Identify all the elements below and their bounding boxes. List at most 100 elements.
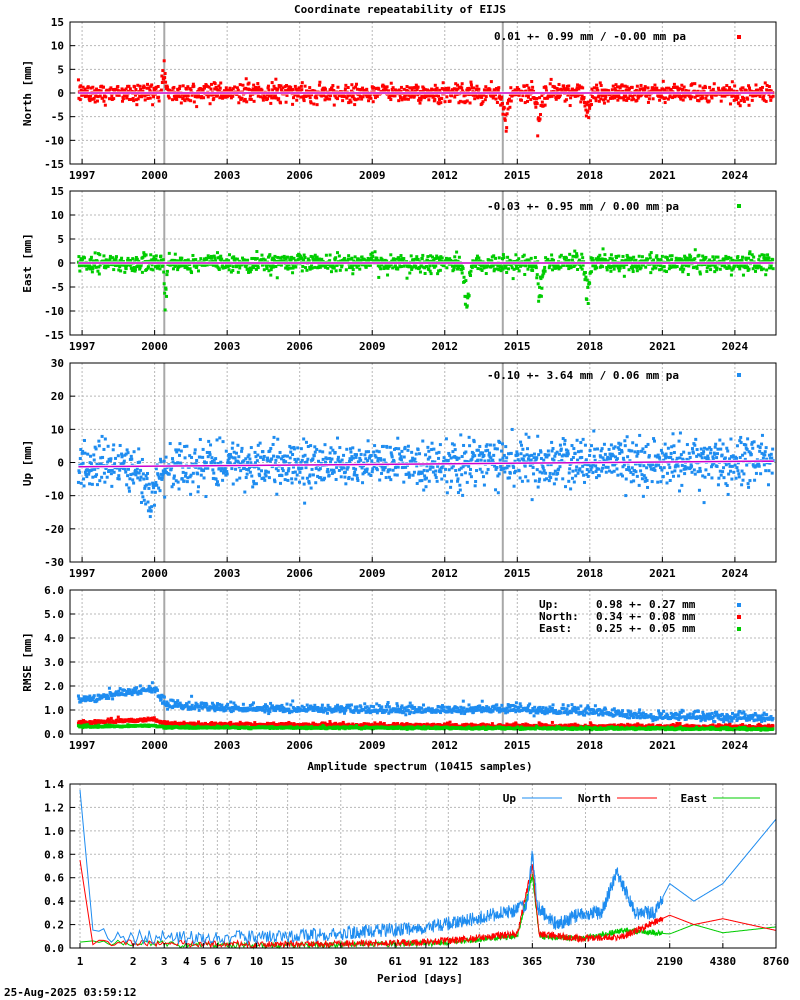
data-point	[577, 87, 581, 91]
data-point	[552, 482, 556, 486]
data-point	[616, 98, 620, 102]
data-point	[132, 265, 136, 269]
data-point	[345, 96, 349, 100]
data-point	[710, 476, 714, 480]
data-point	[529, 458, 533, 462]
data-point	[124, 267, 128, 271]
rmse-point	[190, 703, 194, 707]
data-point	[603, 253, 607, 257]
data-point	[339, 259, 343, 263]
x-tick-label: 2015	[504, 567, 531, 580]
data-point	[427, 98, 431, 102]
y-tick-label: -10	[44, 134, 64, 147]
data-point	[765, 457, 769, 461]
data-point	[245, 472, 249, 476]
data-point	[677, 439, 681, 443]
data-point	[272, 454, 276, 458]
rmse-point	[117, 689, 121, 693]
data-point	[579, 100, 583, 104]
data-point	[214, 477, 218, 481]
rmse-point	[109, 691, 113, 695]
data-point	[395, 473, 399, 477]
data-point	[577, 468, 581, 472]
data-point	[771, 267, 775, 271]
data-point	[94, 474, 98, 478]
data-point	[495, 466, 499, 470]
data-point	[301, 476, 305, 480]
data-point	[743, 266, 747, 270]
data-point	[424, 476, 428, 480]
data-point	[576, 83, 580, 87]
data-point	[157, 99, 161, 103]
data-point	[272, 265, 276, 269]
data-point	[551, 447, 555, 451]
rmse-point	[149, 687, 153, 691]
data-point	[162, 459, 166, 463]
rmse-point	[233, 706, 237, 710]
data-point	[457, 468, 461, 472]
data-point	[179, 264, 183, 268]
data-point	[461, 465, 465, 469]
data-point	[480, 470, 484, 474]
data-point	[725, 266, 729, 270]
data-point	[595, 86, 599, 90]
data-point	[741, 453, 745, 457]
data-point	[740, 258, 744, 262]
data-point	[253, 88, 257, 92]
data-point	[560, 458, 564, 462]
data-point	[458, 483, 462, 487]
data-point	[439, 101, 443, 105]
data-point	[219, 460, 223, 464]
data-point	[342, 256, 346, 260]
data-point	[380, 471, 384, 475]
data-point	[142, 251, 146, 255]
data-point	[504, 445, 508, 449]
data-point	[344, 83, 348, 87]
rmse-point	[124, 692, 128, 696]
data-point	[508, 105, 512, 109]
data-point	[460, 473, 464, 477]
data-point	[368, 263, 372, 267]
data-point	[548, 82, 552, 86]
data-point	[93, 467, 97, 471]
data-point	[624, 477, 628, 481]
data-point	[127, 489, 131, 493]
data-point	[95, 99, 99, 103]
data-point	[291, 271, 295, 275]
data-point	[354, 467, 358, 471]
data-point	[114, 87, 118, 91]
data-point	[256, 443, 260, 447]
data-point	[678, 431, 682, 435]
data-point	[308, 473, 312, 477]
data-point	[175, 450, 179, 454]
data-point	[234, 257, 238, 261]
data-point	[389, 253, 393, 257]
data-point	[437, 97, 441, 101]
data-point	[707, 472, 711, 476]
data-point	[434, 264, 438, 268]
data-point	[120, 256, 124, 260]
rmse-point	[178, 701, 182, 705]
rmse-point	[164, 704, 168, 708]
rmse-point	[123, 688, 127, 692]
data-point	[124, 452, 128, 456]
data-point	[646, 257, 650, 261]
data-point	[713, 270, 717, 274]
data-point	[93, 251, 97, 255]
data-point	[540, 471, 544, 475]
data-point	[229, 270, 233, 274]
data-point	[521, 94, 525, 98]
data-point	[129, 266, 133, 270]
data-point	[625, 435, 629, 439]
data-point	[553, 86, 557, 90]
data-point	[490, 259, 494, 263]
data-point	[203, 86, 207, 90]
rmse-point	[195, 703, 199, 707]
data-point	[228, 461, 232, 465]
data-point	[736, 469, 740, 473]
data-point	[377, 457, 381, 461]
data-point	[253, 257, 257, 261]
data-point	[374, 96, 378, 100]
data-point	[114, 257, 118, 261]
data-point	[221, 96, 225, 100]
